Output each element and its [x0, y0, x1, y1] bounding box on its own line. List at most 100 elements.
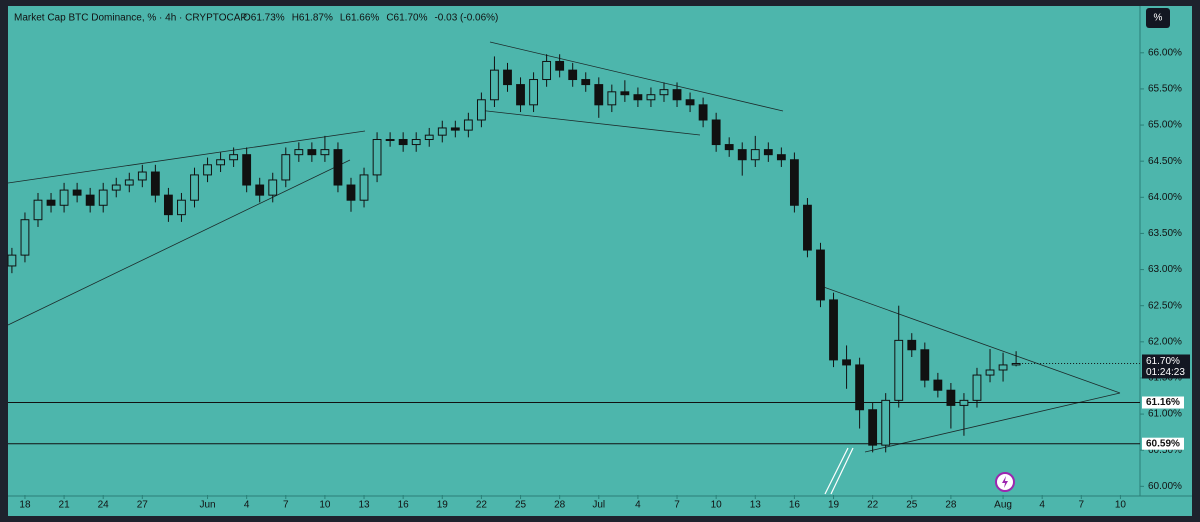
candle-body — [685, 99, 695, 106]
candle-body — [659, 89, 669, 96]
candle-body — [490, 69, 499, 101]
trendlines — [7, 41, 1121, 495]
y-tick-label: 65.00% — [1148, 120, 1182, 131]
candle-body — [933, 379, 943, 391]
candle-body — [385, 139, 395, 142]
y-tick-label: 64.00% — [1148, 192, 1182, 203]
ohlc-value: -0.03 (-0.06%) — [434, 13, 498, 24]
x-tick-label: 24 — [98, 500, 110, 511]
candle-body — [33, 199, 43, 221]
x-tick-label: 7 — [674, 500, 680, 511]
candle-body — [137, 171, 147, 181]
candle-body — [150, 171, 160, 196]
x-tick-label: 4 — [1039, 500, 1045, 511]
x-tick-label: 21 — [59, 500, 71, 511]
candle-body — [594, 84, 604, 106]
candle-body — [46, 199, 56, 206]
x-tick-label: Aug — [994, 500, 1012, 511]
x-tick-label: 16 — [398, 500, 410, 511]
candle-body — [776, 154, 786, 161]
x-tick-label: Jun — [199, 500, 215, 511]
candle-body — [398, 139, 408, 146]
last-price-tag — [1142, 354, 1190, 379]
x-tick-label: 4 — [244, 500, 250, 511]
candle-body — [111, 184, 121, 191]
candle-body — [124, 179, 134, 186]
x-tick-label: 13 — [750, 500, 762, 511]
candle-body — [203, 164, 212, 176]
x-tick-label: 22 — [476, 500, 488, 511]
candle-body — [424, 134, 434, 141]
candle-body — [763, 149, 773, 156]
price-tag-label: 60.59% — [1146, 438, 1180, 449]
candle-body — [816, 249, 825, 301]
candle-body — [803, 204, 812, 251]
x-tick-label: 10 — [1115, 500, 1127, 511]
candle-body — [633, 94, 643, 101]
candle-body — [711, 119, 721, 146]
y-tick-label: 64.50% — [1148, 156, 1182, 167]
x-tick-label: 7 — [1079, 500, 1085, 511]
candle-body — [581, 79, 591, 86]
x-tick-label: 13 — [358, 500, 370, 511]
candle-body — [177, 199, 186, 216]
candle-body — [959, 399, 969, 406]
candle-body — [242, 154, 252, 186]
x-tick-label: 4 — [635, 500, 641, 511]
candle-body — [503, 69, 512, 86]
x-tick-label: 28 — [945, 500, 957, 511]
y-tick-label: 60.00% — [1148, 481, 1182, 492]
chart-title: Market Cap BTC Dominance, % · 4h · CRYPT… — [14, 13, 247, 24]
trendline — [817, 284, 1121, 394]
candle-body — [20, 219, 30, 256]
candle-body — [1011, 362, 1021, 366]
candle-body — [894, 339, 904, 401]
candle-body — [59, 189, 69, 206]
candle-body — [320, 149, 330, 156]
scale-button-label[interactable]: % — [1154, 13, 1163, 24]
candle-body — [163, 194, 173, 216]
candle-body — [294, 149, 304, 156]
price-tag — [1142, 437, 1184, 450]
y-tick-label: 65.50% — [1148, 84, 1182, 95]
trendline — [489, 41, 784, 112]
trendline — [7, 159, 351, 326]
candle-body — [868, 409, 878, 446]
candle-body — [255, 184, 265, 196]
scale-button[interactable] — [1146, 8, 1170, 28]
candle-body — [85, 194, 95, 206]
candle-body — [529, 79, 538, 106]
x-tick-label: 19 — [437, 500, 449, 511]
candle-body — [98, 189, 108, 206]
candle-body — [920, 349, 930, 381]
candle-body — [72, 189, 82, 196]
candle-body — [672, 89, 682, 101]
candle-body — [607, 91, 617, 106]
y-tick-label: 63.50% — [1148, 228, 1182, 239]
countdown-label: 01:24:23 — [1146, 367, 1185, 378]
candle-body — [476, 99, 486, 121]
candle-body — [998, 364, 1008, 371]
candle-body — [698, 104, 708, 121]
x-tick-label: 16 — [789, 500, 801, 511]
x-tick-label: 22 — [867, 500, 879, 511]
candle-body — [333, 149, 343, 186]
candle-body — [985, 369, 995, 376]
candle-body — [437, 127, 447, 136]
y-tick-label: 63.00% — [1148, 264, 1182, 275]
x-tick-label: 19 — [828, 500, 840, 511]
candle-body — [881, 399, 891, 446]
y-tick-label: 61.00% — [1148, 409, 1182, 420]
ohlc-value: L61.66% — [340, 13, 380, 24]
x-tick-label: 10 — [711, 500, 723, 511]
arrow-stroke — [824, 447, 849, 495]
x-tick-label: 10 — [319, 500, 331, 511]
candle-body — [568, 69, 578, 81]
y-tick-label: 66.00% — [1148, 47, 1182, 58]
trendline — [477, 109, 701, 136]
ohlc-value: H61.87% — [292, 13, 333, 24]
candle-body — [7, 254, 17, 267]
price-tag — [1142, 396, 1184, 409]
ohlc-value: O61.73% — [243, 13, 285, 24]
